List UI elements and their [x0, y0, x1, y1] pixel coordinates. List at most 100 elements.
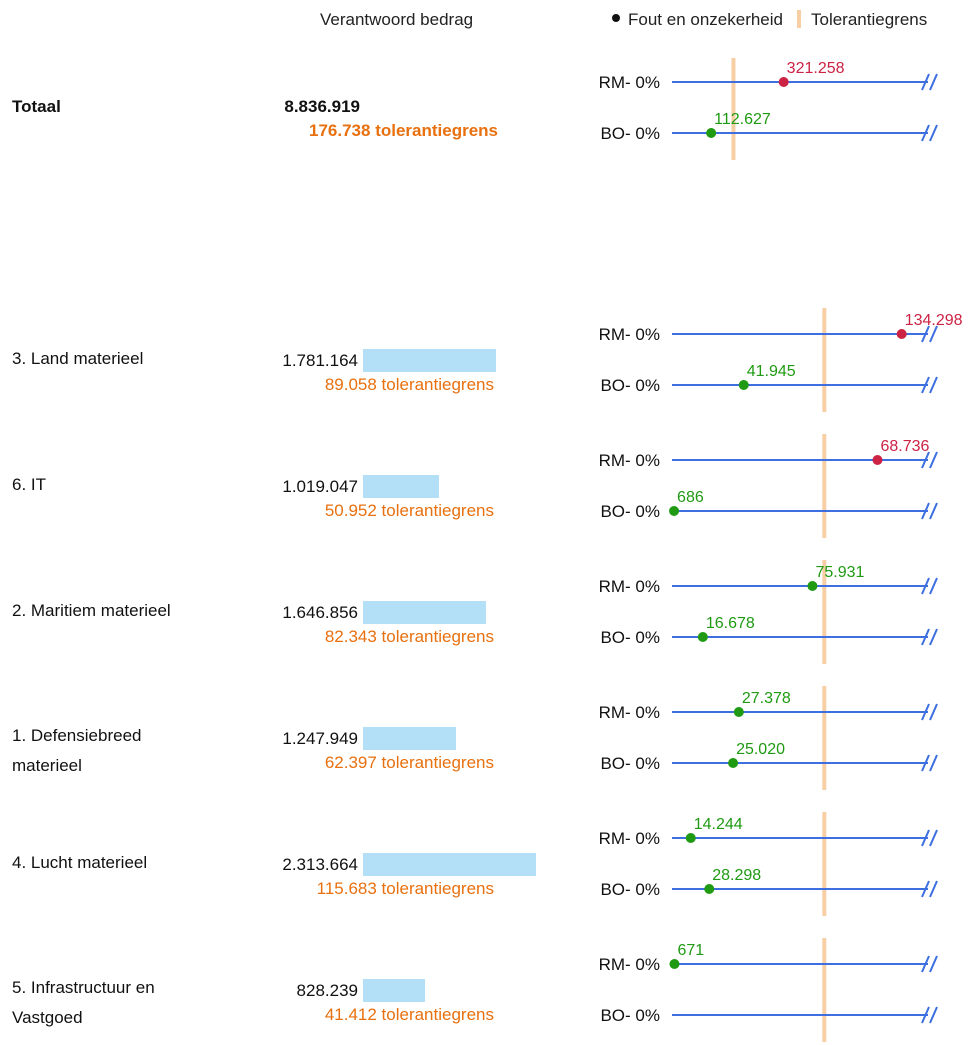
axis-break-mark	[929, 502, 938, 520]
tolerantiegrens-text: 41.412 tolerantiegrens	[324, 1005, 494, 1024]
axis-break-mark	[929, 829, 938, 847]
legend-tolerance-marker	[797, 10, 801, 28]
row-label: 2. Maritiem materieel	[12, 601, 171, 620]
axis-break-mark	[929, 325, 938, 343]
series-label: RM- 0%	[599, 73, 660, 92]
amount-bar	[363, 601, 486, 624]
verantwoord-bedrag: 1.247.949	[282, 729, 358, 748]
error-value-label: 14.244	[694, 816, 743, 833]
series-label: BO- 0%	[600, 754, 660, 773]
axis-break-mark	[921, 703, 930, 721]
axis-break-mark	[929, 73, 938, 91]
series-label: BO- 0%	[600, 124, 660, 143]
error-value-label: 41.945	[747, 363, 796, 380]
error-value-dot	[896, 329, 907, 339]
tolerantiegrens-text: 176.738 tolerantiegrens	[309, 121, 498, 140]
axis-break-mark	[929, 451, 938, 469]
tolerantiegrens-text: 115.683 tolerantiegrens	[316, 879, 494, 898]
amount-bar	[363, 727, 456, 750]
row-label: 6. IT	[12, 475, 47, 494]
row-label: 5. Infrastructuur en Vastgoed	[12, 973, 155, 1033]
error-value-dot	[706, 128, 717, 138]
axis-break-mark	[929, 124, 938, 142]
amount-column-header: Verantwoord bedrag	[320, 10, 474, 29]
error-value-dot	[697, 632, 708, 642]
tolerantiegrens-text: 62.397 tolerantiegrens	[324, 753, 494, 772]
row-label-line: 5. Infrastructuur en	[12, 978, 155, 997]
series-label: BO- 0%	[600, 376, 660, 395]
error-value-dot	[704, 884, 715, 894]
error-value-dot	[685, 833, 696, 843]
amount-bar	[363, 349, 496, 372]
row-label: 4. Lucht materieel	[12, 853, 148, 872]
verantwoord-bedrag: 2.313.664	[282, 855, 358, 874]
error-value-dot	[733, 707, 744, 717]
error-value-label: 16.678	[706, 615, 755, 632]
axis-break-mark	[921, 451, 930, 469]
error-value-dot	[872, 455, 883, 465]
axis-break-mark	[929, 1006, 938, 1024]
error-value-label: 321.258	[787, 60, 845, 77]
legend-error-label: Fout en onzekerheid	[628, 10, 783, 29]
error-value-label: 686	[677, 489, 704, 506]
axis-break-mark	[929, 880, 938, 898]
error-value-dot	[807, 581, 818, 591]
axis-break-mark	[921, 325, 930, 343]
axis-break-mark	[921, 880, 930, 898]
series-label: RM- 0%	[599, 451, 660, 470]
axis-break-mark	[929, 955, 938, 973]
legend-tolerance-label: Tolerantiegrens	[811, 10, 928, 29]
series-label: RM- 0%	[599, 829, 660, 848]
axis-break-mark	[929, 628, 938, 646]
verantwoord-bedrag: 828.239	[296, 981, 358, 1000]
verantwoord-bedrag: 1.646.856	[282, 603, 358, 622]
error-value-label: 68.736	[880, 438, 929, 455]
error-value-label: 134.298	[905, 312, 963, 329]
axis-break-mark	[921, 1006, 930, 1024]
series-label: RM- 0%	[599, 325, 660, 344]
error-value-label: 671	[677, 942, 704, 959]
amount-bar	[363, 853, 536, 876]
axis-break-mark	[921, 124, 930, 142]
series-label: BO- 0%	[600, 1006, 660, 1025]
series-label: BO- 0%	[600, 628, 660, 647]
series-label: BO- 0%	[600, 502, 660, 521]
amount-bar	[363, 979, 425, 1002]
amount-bar	[363, 475, 439, 498]
row-label-line: Vastgoed	[12, 1008, 83, 1027]
axis-break-mark	[929, 577, 938, 595]
error-value-label: 27.378	[742, 690, 791, 707]
tolerantiegrens-text: 82.343 tolerantiegrens	[324, 627, 494, 646]
error-value-label: 112.627	[714, 111, 771, 128]
row-label-line: 1. Defensiebreed	[12, 726, 142, 745]
axis-break-mark	[921, 628, 930, 646]
error-value-label: 25.020	[736, 741, 785, 758]
tolerantiegrens-text: 50.952 tolerantiegrens	[324, 501, 494, 520]
row-label: 3. Land materieel	[12, 349, 144, 368]
error-value-dot	[778, 77, 789, 87]
chart-legend: Fout en onzekerheid Tolerantiegrens	[612, 10, 927, 30]
error-value-label: 28.298	[712, 867, 761, 884]
series-label: RM- 0%	[599, 703, 660, 722]
row-label-line: materieel	[12, 756, 82, 775]
series-label: RM- 0%	[599, 577, 660, 596]
verantwoord-bedrag: 1.781.164	[282, 351, 358, 370]
axis-break-mark	[929, 703, 938, 721]
axis-break-mark	[921, 73, 930, 91]
row-label: 1. Defensiebreed materieel	[12, 721, 141, 781]
axis-break-mark	[921, 577, 930, 595]
verantwoord-bedrag: 8.836.919	[284, 97, 360, 116]
axis-break-mark	[921, 376, 930, 394]
series-label: RM- 0%	[599, 955, 660, 974]
axis-break-mark	[921, 754, 930, 772]
error-value-label: 75.931	[815, 564, 864, 581]
error-value-dot	[728, 758, 739, 768]
row-label: Totaal	[12, 97, 61, 116]
legend-dot-marker	[612, 14, 620, 22]
tolerantiegrens-text: 89.058 tolerantiegrens	[324, 375, 494, 394]
axis-break-mark	[921, 955, 930, 973]
series-label: BO- 0%	[600, 880, 660, 899]
error-value-dot	[669, 506, 680, 516]
verantwoord-bedrag: 1.019.047	[282, 477, 358, 496]
